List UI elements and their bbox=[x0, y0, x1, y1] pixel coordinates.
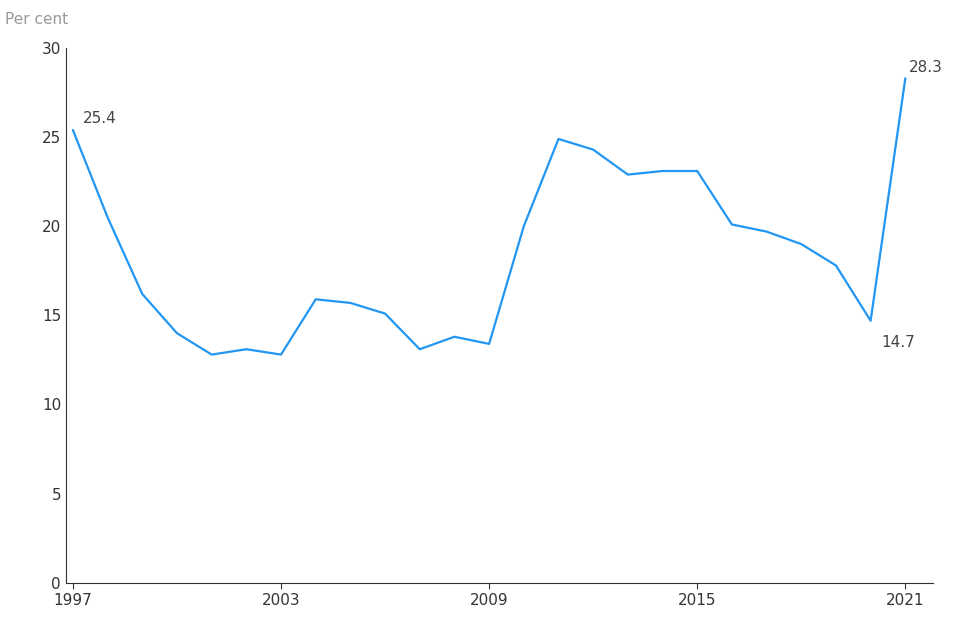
Text: 25.4: 25.4 bbox=[84, 111, 117, 126]
Text: 14.7: 14.7 bbox=[881, 335, 915, 350]
Text: Per cent: Per cent bbox=[5, 12, 68, 27]
Text: 28.3: 28.3 bbox=[909, 60, 943, 75]
